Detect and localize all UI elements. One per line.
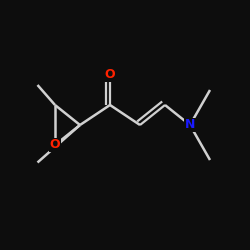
- Text: O: O: [105, 68, 115, 82]
- Text: N: N: [185, 118, 195, 132]
- Text: O: O: [50, 138, 60, 151]
